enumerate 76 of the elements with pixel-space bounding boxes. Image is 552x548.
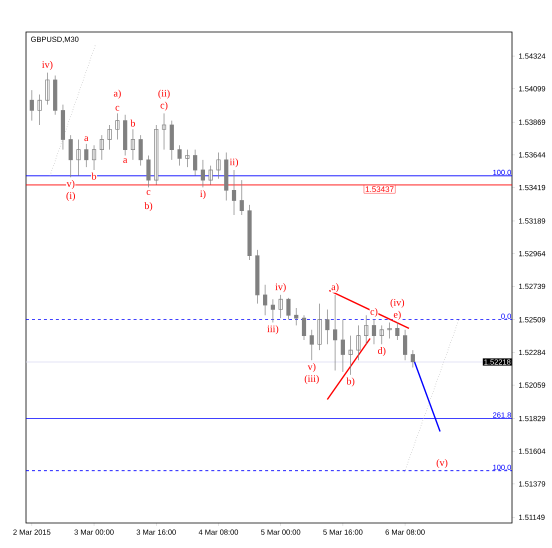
- candlestick: [325, 309, 330, 345]
- candlestick: [310, 329, 314, 361]
- candlestick: [76, 139, 81, 176]
- candlestick: [208, 165, 213, 185]
- candlestick: [356, 325, 361, 361]
- candlestick: [232, 170, 236, 216]
- candlestick: [170, 120, 174, 160]
- annotation: b: [92, 172, 96, 180]
- annotation: a: [84, 136, 88, 142]
- candlestick: [333, 294, 338, 371]
- candlestick: [395, 322, 400, 340]
- candlestick: [294, 308, 298, 326]
- candlestick: [38, 94, 42, 126]
- candlestick: [255, 250, 260, 304]
- annotation: (v): [436, 458, 448, 468]
- annotation: a: [123, 158, 128, 163]
- annotation: c: [116, 106, 120, 111]
- candlestick: [410, 350, 415, 368]
- annotation: c): [160, 102, 168, 111]
- annotation: iv): [42, 60, 52, 70]
- annotation: (iv): [390, 298, 404, 308]
- annotation: v): [66, 180, 74, 189]
- annotation: i): [200, 190, 206, 200]
- candlestick: [340, 319, 345, 372]
- candlestick: [372, 319, 376, 345]
- annotation: (i): [66, 192, 75, 201]
- annotation: b: [130, 120, 136, 127]
- annotation: a): [332, 283, 339, 292]
- candlestick: [60, 104, 66, 150]
- candlestick: [317, 303, 322, 350]
- candlestick: [108, 124, 112, 150]
- candlestick: [380, 325, 384, 345]
- candlestick: [247, 204, 252, 260]
- annotation: c): [370, 308, 378, 317]
- candlestick: [123, 114, 128, 156]
- candlestick: [84, 143, 88, 168]
- candlestick: [216, 152, 221, 180]
- candlestick: [53, 75, 58, 116]
- candlestick: [286, 297, 291, 320]
- candlestick: [402, 329, 408, 361]
- candlestick: [68, 134, 73, 178]
- candlestick: [278, 294, 283, 319]
- annotation: c: [146, 190, 150, 195]
- candlestick: [100, 134, 104, 160]
- candlestick: [387, 322, 392, 339]
- candlestick: [200, 159, 206, 188]
- annotation: b): [144, 202, 152, 212]
- annotation: e): [394, 310, 401, 320]
- annotation: ii): [230, 158, 238, 168]
- annotation: v): [308, 362, 316, 372]
- candlestick: [162, 112, 166, 150]
- annotation: iv): [275, 283, 286, 292]
- candlestick: [115, 112, 120, 140]
- candlestick: [92, 144, 96, 170]
- candlestick: [270, 298, 275, 323]
- annotation: (ii): [158, 90, 170, 99]
- candlestick: [45, 72, 50, 105]
- candlestick: [177, 144, 182, 166]
- candlestick: [240, 180, 244, 216]
- annotation: iii): [267, 325, 278, 334]
- candlestick: [138, 134, 143, 166]
- candlestick: [185, 149, 190, 168]
- candlestick: [224, 152, 228, 201]
- candlestick: [348, 335, 353, 376]
- annotation: b): [346, 378, 354, 387]
- annotation: a): [114, 90, 121, 99]
- annotation: d): [378, 346, 386, 356]
- candlestick: [364, 314, 368, 345]
- candlestick: [154, 124, 158, 185]
- candlestick: [302, 314, 306, 340]
- candlestick: [30, 90, 34, 121]
- candlestick: [130, 128, 136, 160]
- candlestick: [263, 284, 268, 316]
- candlestick: [193, 149, 198, 176]
- candlestick: [146, 155, 151, 188]
- annotation: (iii): [304, 374, 319, 384]
